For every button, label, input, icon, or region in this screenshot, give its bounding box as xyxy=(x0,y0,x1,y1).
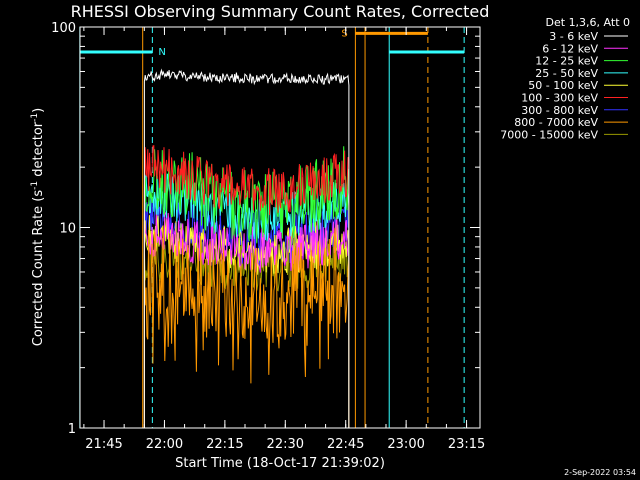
series-line-2 xyxy=(143,146,350,428)
x-axis-label: Start Time (18-Oct-17 21:39:02) xyxy=(175,456,385,471)
y-tick-label-1: 10 xyxy=(59,222,76,237)
legend-label-8: 7000 - 15000 keV xyxy=(500,128,598,141)
series-line-7 xyxy=(143,225,350,428)
series-layer xyxy=(143,68,350,428)
flag-bars: NS xyxy=(80,28,465,58)
legend-label-4: 50 - 100 keV xyxy=(528,79,598,92)
legend-label-5: 100 - 300 keV xyxy=(521,92,598,105)
series-line-0 xyxy=(143,68,350,428)
series-line-1 xyxy=(143,211,350,428)
x-tick-label-5: 23:00 xyxy=(387,437,424,452)
x-tick-label-2: 22:15 xyxy=(206,437,243,452)
legend-label-1: 6 - 12 keV xyxy=(542,42,598,55)
x-tick-label-3: 22:30 xyxy=(267,437,304,452)
y-tick-label-2: 100 xyxy=(51,21,76,36)
flag-label-N: N xyxy=(158,47,165,58)
legend-label-2: 12 - 25 keV xyxy=(535,55,598,68)
series-line-5 xyxy=(143,145,350,428)
axes: 21:45 22:00 22:15 22:30 22:45 23:00 23:15 1 10 10… xyxy=(51,21,485,452)
legend-header: Det 1,3,6, Att 0 xyxy=(546,16,630,29)
footer-date: 2-Sep-2022 03:54 xyxy=(564,468,636,477)
legend-label-3: 25 - 50 keV xyxy=(535,67,598,80)
x-tick-label-6: 23:15 xyxy=(448,437,485,452)
chart-title: RHESSI Observing Summary Count Rates, Co… xyxy=(71,2,490,21)
y-tick-label-0: 1 xyxy=(68,422,76,437)
legend-label-7: 800 - 7000 keV xyxy=(514,116,598,129)
legend-label-0: 3 - 6 keV xyxy=(549,30,598,43)
y-axis-label: Corrected Count Rate (s-1 detector-1) xyxy=(30,108,46,346)
x-tick-label-4: 22:45 xyxy=(327,437,364,452)
legend-label-6: 300 - 800 keV xyxy=(521,104,598,117)
flag-label-S: S xyxy=(341,28,347,39)
x-tick-label-1: 22:00 xyxy=(146,437,183,452)
x-tick-label-0: 21:45 xyxy=(85,437,122,452)
